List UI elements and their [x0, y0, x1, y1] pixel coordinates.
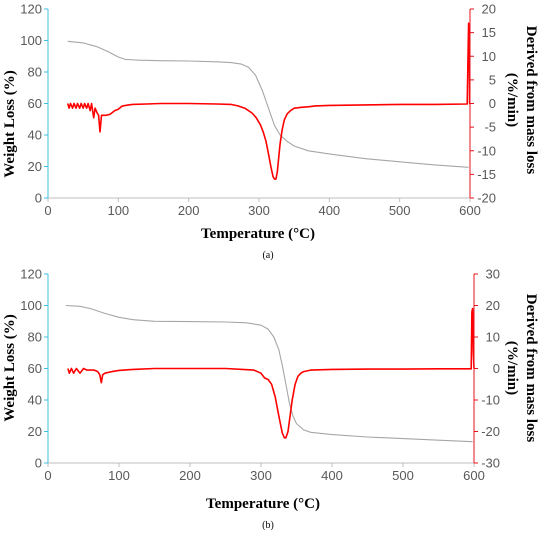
chart-a: 0 100 200 300 400 500 600020406080100120-20-15…: [2, 2, 539, 262]
chart-a-x-tick-label: 200: [178, 203, 200, 218]
chart-b-y-tick-label: 120: [20, 267, 42, 282]
chart-b-weight-loss-line: [65, 304, 473, 443]
chart-b-ticks: 0 100 200 300 400 500 600020406080100120-30-20…: [20, 267, 500, 484]
chart-b-y-axis-title: Weight Loss (%): [2, 314, 18, 422]
chart-a-y2-tick-label: 5: [489, 72, 496, 87]
chart-b-caption: (b): [262, 520, 274, 531]
chart-a-y-tick-label: 80: [28, 65, 42, 80]
chart-a-y2-tick-label: 20: [482, 2, 496, 17]
chart-a-y-axis-title: Weight Loss (%): [2, 70, 18, 178]
chart-a-x-tick-label: 100: [107, 203, 129, 218]
chart-b-derivative-line: [67, 307, 475, 439]
chart-b-x-axis-title: Temperature (°C): [206, 496, 320, 512]
chart-a-y-tick-label: 60: [28, 96, 42, 111]
chart-b-y2-axis-title: Derived from mass loss(%/min): [504, 294, 539, 443]
chart-b-x-tick-label: 300: [250, 468, 272, 483]
chart-a-y-tick-label: 0: [35, 191, 42, 206]
chart-b-x-tick-label: 0: [44, 468, 51, 483]
chart-b-y-tick-label: 80: [28, 330, 42, 345]
chart-a-x-tick-label: 300: [248, 203, 270, 218]
chart-b-y-tick-label: 20: [28, 424, 42, 439]
chart-a-y-tick-label: 40: [28, 128, 42, 143]
chart-a-y2-tick-label: 0: [489, 96, 496, 111]
chart-b-x-tick-label: 400: [321, 468, 343, 483]
chart-b-y-tick-label: 0: [35, 456, 42, 471]
chart-a-ticks: 0 100 200 300 400 500 600020406080100120-20-15…: [20, 2, 496, 219]
chart-b-x-tick-label: 200: [179, 468, 201, 483]
chart-a-weight-loss-line: [67, 40, 469, 168]
chart-b-x-tick-label: 500: [392, 468, 414, 483]
chart-b-y-tick-label: 60: [28, 361, 42, 376]
chart-a-x-tick-label: 500: [389, 203, 411, 218]
chart-a-x-tick-label: 0: [44, 203, 51, 218]
chart-a-y-tick-label: 20: [28, 159, 42, 174]
chart-a-y2-tick-label: -5: [484, 120, 496, 135]
chart-a-derivative-line: [66, 22, 471, 180]
chart-b-y-tick-label: 40: [28, 393, 42, 408]
chart-b-y2-tick-label: 20: [486, 298, 500, 313]
chart-a-y-tick-label: 120: [20, 2, 42, 17]
chart-b-x-tick-label: 600: [463, 468, 485, 483]
chart-b-y2-tick-label: 30: [486, 267, 500, 282]
chart-a-y2-tick-label: -15: [477, 167, 496, 182]
chart-b-y2-tick-label: -10: [481, 393, 500, 408]
chart-b-x-tick-label: 100: [108, 468, 130, 483]
chart-b-y-tick-label: 100: [20, 298, 42, 313]
chart-b-y2-tick-label: -20: [481, 424, 500, 439]
chart-a-curves: [66, 22, 471, 180]
chart-b-curves: [65, 304, 475, 443]
chart-a-caption: (a): [262, 250, 273, 261]
chart-a-x-tick-label: 600: [459, 203, 481, 218]
chart-a-axes: [47, 9, 471, 199]
chart-b: 0 100 200 300 400 500 600020406080100120-30-20…: [2, 267, 539, 532]
chart-a-y-tick-label: 100: [20, 33, 42, 48]
chart-a-x-axis-title: Temperature (°C): [201, 226, 315, 242]
chart-a-y2-tick-label: 15: [482, 25, 496, 40]
chart-a-x-tick-label: 400: [318, 203, 340, 218]
chart-a-y2-axis-title: Derived from mass loss(%/min): [504, 26, 539, 175]
chart-a-y2-tick-label: 10: [482, 49, 496, 64]
chart-a-y2-tick-label: -10: [477, 143, 496, 158]
chart-b-y2-tick-label: 0: [493, 361, 500, 376]
chart-b-y2-tick-label: -30: [481, 456, 500, 471]
chart-a-y2-tick-label: -20: [477, 191, 496, 206]
chart-b-y2-tick-label: 10: [486, 330, 500, 345]
